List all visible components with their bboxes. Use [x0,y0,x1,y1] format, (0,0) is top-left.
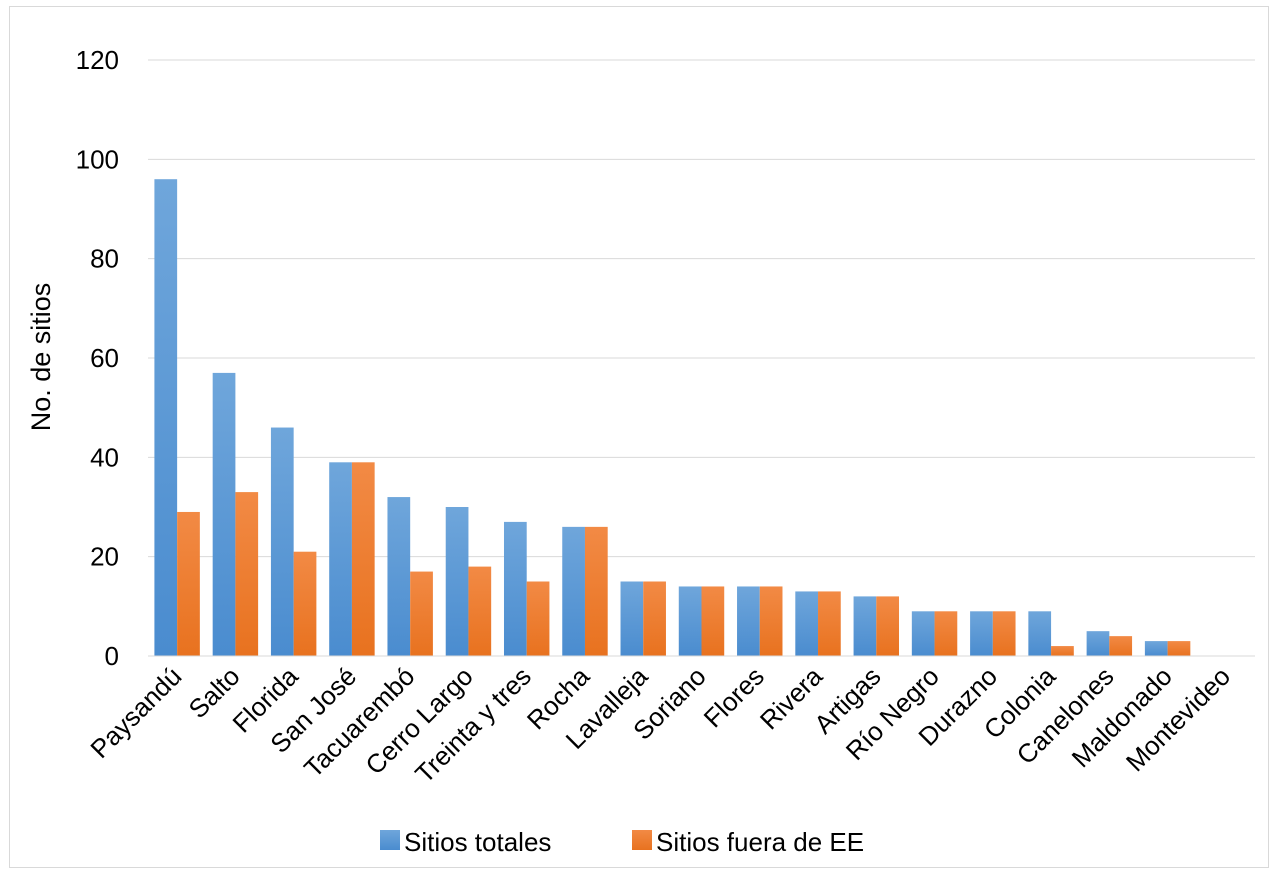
legend-swatch-sitios-totales [380,830,400,850]
gridlines [148,59,1255,558]
bar-sitios-fuera-de-ee-colonia [1051,646,1074,656]
bar-sitios-totales-rocha [562,526,585,656]
bar-sitios-fuera-de-ee-paysandu [177,511,200,656]
bar-sitios-totales-tacuarembo [387,497,411,656]
bar-sitios-totales-lavalleja [620,581,644,656]
bar-sitios-totales-canelones [1086,631,1110,656]
y-tick-label-120: 120 [76,45,119,75]
y-tick-label-80: 80 [90,244,119,274]
bar-sitios-totales-durazno [970,611,993,656]
bar-sitios-totales-flores [737,586,760,656]
bar-sitios-fuera-de-ee-cerro-largo [468,566,492,656]
bar-sitios-fuera-de-ee-rivera [818,591,841,656]
bar-sitios-fuera-de-ee-canelones [1109,636,1133,656]
bar-sitios-totales-soriano [678,586,702,656]
bar-sitios-fuera-de-ee-salto [235,492,259,656]
bar-sitios-fuera-de-ee-soriano [701,586,725,656]
bar-sitios-fuera-de-ee-maldonado [1167,641,1191,656]
bar-sitios-totales-florida [270,427,294,656]
bar-sitios-fuera-de-ee-flores [759,586,783,656]
legend-label-sitios-totales: Sitios totales [404,827,551,857]
bar-sitios-totales-artigas [853,596,877,656]
y-axis-title: No. de sitios [26,283,56,432]
bar-sitios-fuera-de-ee-artigas [876,596,900,656]
bar-sitios-totales-salto [212,372,236,656]
x-tick-label-flores: Flores [698,661,770,733]
bar-sitios-totales-cerro-largo [445,507,469,656]
bars [154,179,1191,656]
y-tick-label-20: 20 [90,542,119,572]
y-axis-ticks: 0 20 40 60 80 100 120 [76,45,119,671]
bar-sitios-fuera-de-ee-durazno [992,611,1016,656]
legend-label-sitios-fuera-de-ee: Sitios fuera de EE [656,827,864,857]
legend: Sitios totales Sitios fuera de EE [380,827,864,857]
bar-sitios-totales-maldonado [1144,641,1168,656]
x-tick-label-paysandu: Paysandú [84,661,187,764]
bar-sitios-totales-paysandu [154,179,178,656]
bar-sitios-fuera-de-ee-rocha [584,526,608,656]
y-tick-label-0: 0 [105,641,119,671]
y-tick-label-100: 100 [76,144,119,174]
legend-swatch-sitios-fuera-de-ee [632,830,652,850]
bar-sitios-totales-colonia [1028,611,1052,656]
bar-sitios-totales-rivera [795,591,819,656]
bar-sitios-fuera-de-ee-tacuarembo [410,571,433,656]
bar-sitios-totales-rio-negro [911,611,935,656]
bar-sitios-fuera-de-ee-san-jose [351,462,375,656]
y-tick-label-40: 40 [90,442,119,472]
bar-sitios-fuera-de-ee-treinta-y-tres [526,581,550,656]
bar-sitios-fuera-de-ee-rio-negro [934,611,958,656]
bar-sitios-totales-san-jose [329,462,352,656]
bar-sitios-fuera-de-ee-lavalleja [643,581,666,656]
bar-sitios-totales-treinta-y-tres [503,521,527,656]
y-tick-label-60: 60 [90,343,119,373]
bar-sitios-fuera-de-ee-florida [293,551,317,656]
